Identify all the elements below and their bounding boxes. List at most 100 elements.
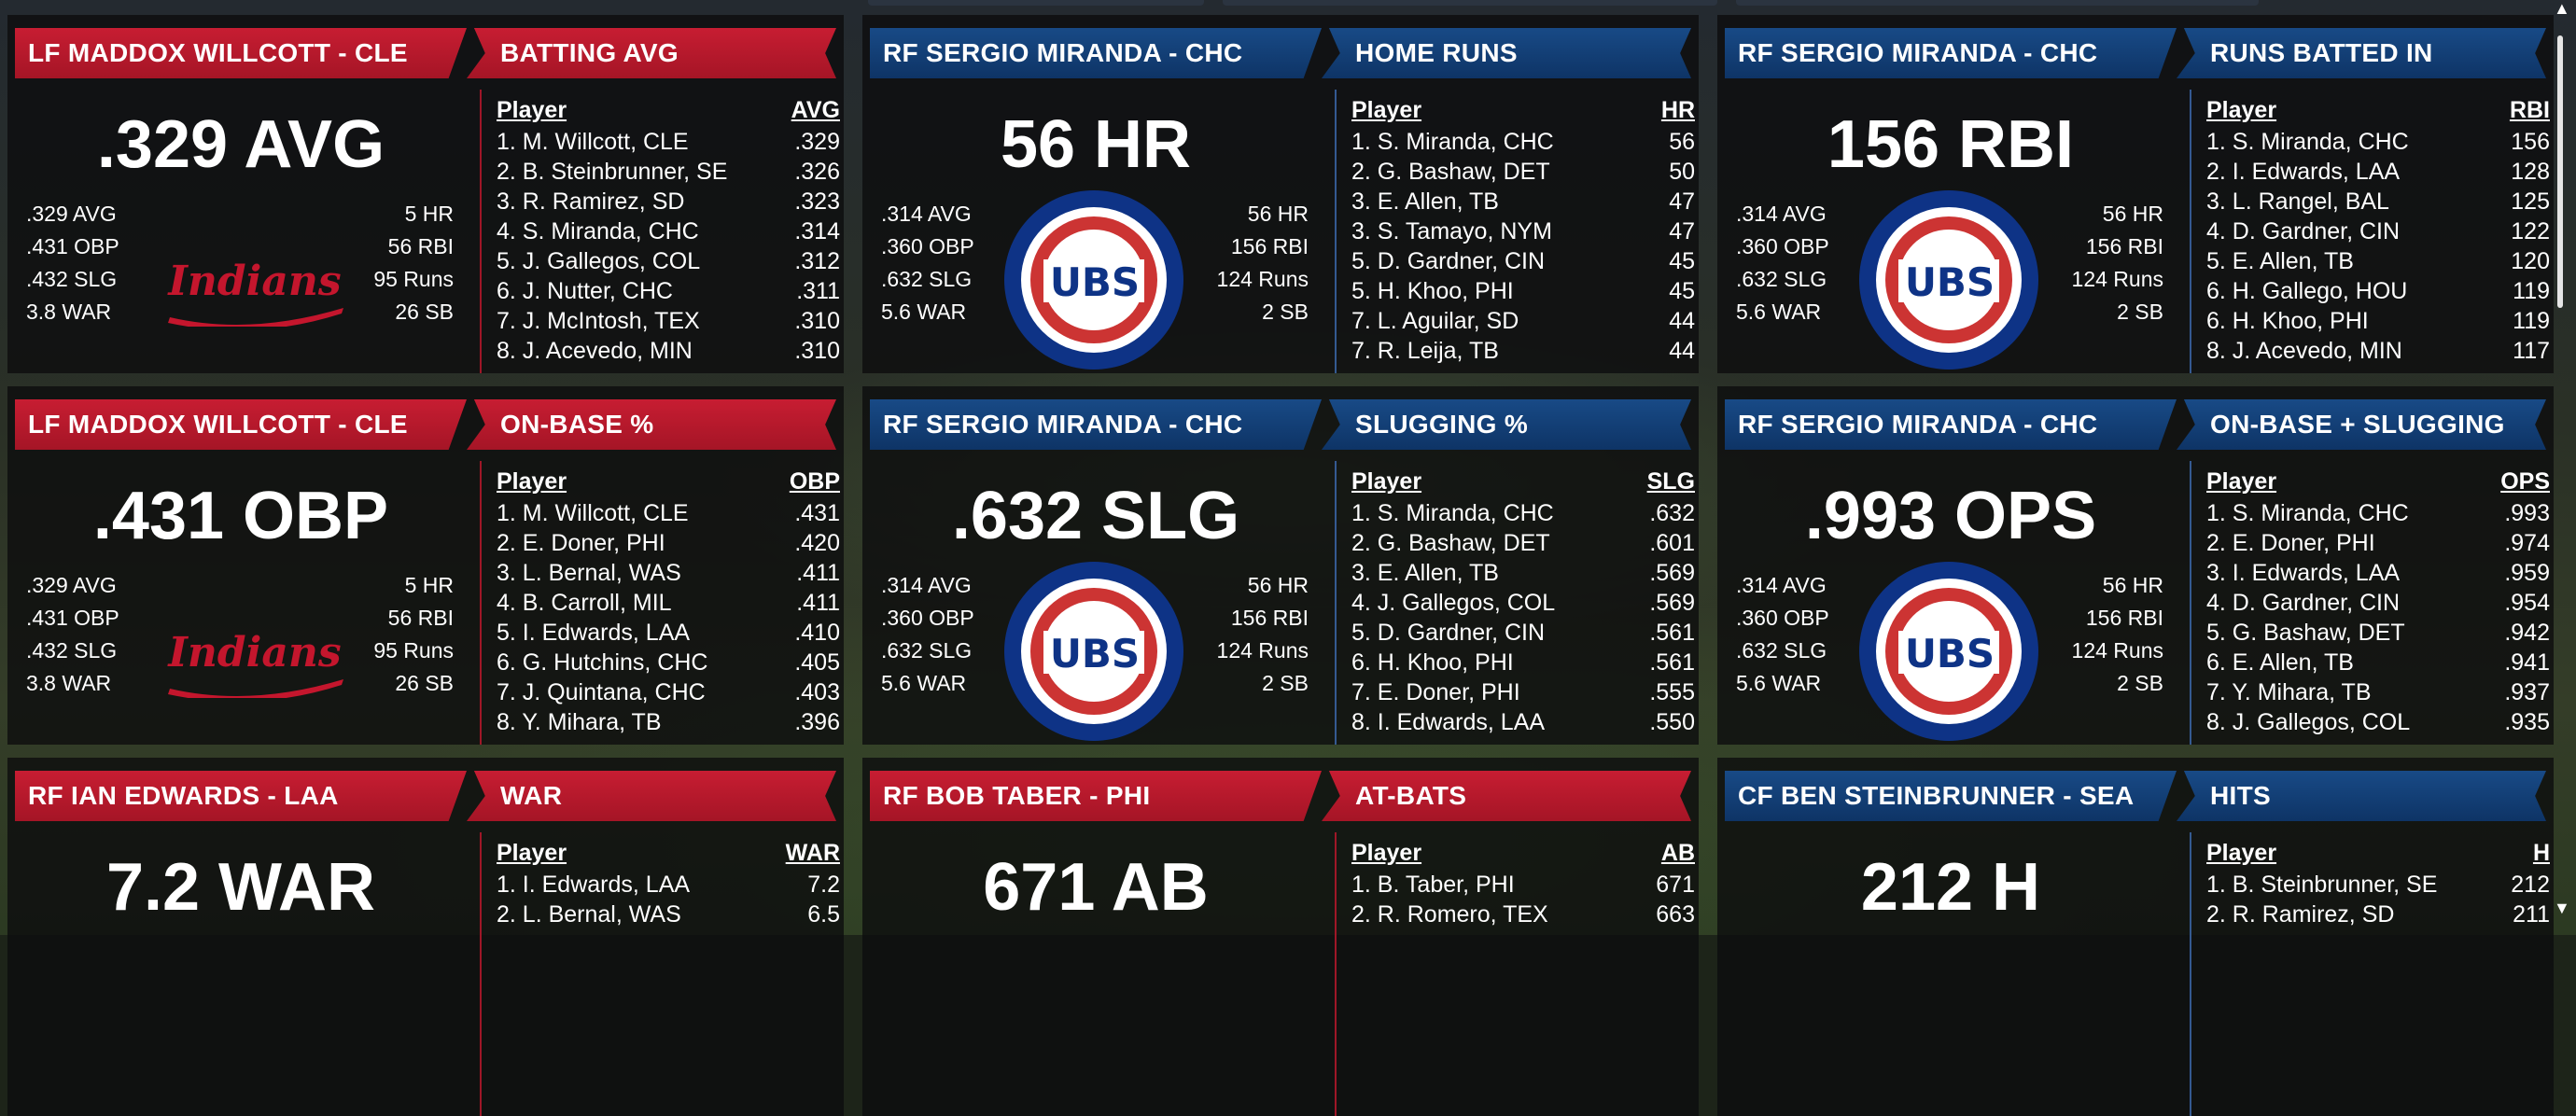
table-row[interactable]: 1. S. Miranda, CHC .632 [1351, 498, 1695, 528]
table-row[interactable]: 3. E. Allen, TB 47 [1351, 187, 1695, 216]
stat-line: 56 HR [2102, 573, 2163, 597]
leader-tile[interactable]: RF SERGIO MIRANDA - CHC SLUGGING % .632 SL… [862, 386, 1699, 745]
player-label: LF MADDOX WILLCOTT - CLE [15, 399, 467, 450]
stat-line: .632 SLG [881, 267, 973, 291]
table-row[interactable]: 2. G. Bashaw, DET .601 [1351, 528, 1695, 558]
leader-tile[interactable]: CF BEN STEINBRUNNER - SEA HITS 212 H Player… [1717, 758, 2554, 1116]
leader-tile[interactable]: RF IAN EDWARDS - LAA WAR 7.2 WAR Player WAR 1… [7, 758, 844, 1116]
column-header-stat: OPS [2500, 468, 2550, 495]
table-row[interactable]: 1. B. Taber, PHI 671 [1351, 870, 1695, 900]
column-header-player: Player [1351, 468, 1422, 495]
cubs-wordmark: UBS [1050, 259, 1140, 305]
scrollbar-thumb[interactable] [2557, 35, 2563, 308]
row-value: .550 [1649, 709, 1695, 735]
column-header-player: Player [2206, 468, 2277, 495]
row-value: 45 [1669, 248, 1695, 274]
divider [2190, 461, 2191, 745]
table-row[interactable]: 5. G. Bashaw, DET .942 [2206, 618, 2550, 648]
stat-line: 95 Runs [373, 267, 454, 291]
column-header-stat: RBI [2509, 97, 2550, 123]
table-row[interactable]: 2. G. Bashaw, DET 50 [1351, 157, 1695, 187]
row-player: 1. S. Miranda, CHC [2206, 129, 2409, 155]
stat-line: 2 SB [2117, 300, 2163, 324]
table-row[interactable]: 6. H. Khoo, PHI 119 [2206, 306, 2550, 336]
table-row[interactable]: 3. E. Allen, TB .569 [1351, 558, 1695, 588]
leader-tile[interactable]: RF BOB TABER - PHI AT-BATS 671 AB Player AB 1… [862, 758, 1699, 1116]
table-row[interactable]: 7. R. Leija, TB 44 [1351, 336, 1695, 366]
column-header-player: Player [497, 468, 567, 495]
table-row[interactable]: 1. S. Miranda, CHC 56 [1351, 127, 1695, 157]
table-row[interactable]: 7. L. Aguilar, SD 44 [1351, 306, 1695, 336]
table-row[interactable]: 7. J. McIntosh, TEX .310 [497, 306, 840, 336]
table-row[interactable]: 1. M. Willcott, CLE .431 [497, 498, 840, 528]
player-stats-right: 5 HR 56 RBI 95 Runs 26 SB [295, 198, 454, 328]
table-row[interactable]: 3. I. Edwards, LAA .959 [2206, 558, 2550, 588]
table-row[interactable]: 1. S. Miranda, CHC .993 [2206, 498, 2550, 528]
stat-line: .314 AVG [1736, 573, 1827, 597]
category-banner: WAR [467, 771, 836, 821]
row-value: .555 [1649, 679, 1695, 705]
table-row[interactable]: 1. I. Edwards, LAA 7.2 [497, 870, 840, 900]
table-row[interactable]: 8. I. Edwards, LAA .550 [1351, 707, 1695, 737]
row-value: 128 [2511, 159, 2550, 185]
table-row[interactable]: 6. H. Gallego, HOU 119 [2206, 276, 2550, 306]
table-row[interactable]: 4. J. Gallegos, COL .569 [1351, 588, 1695, 618]
table-row[interactable]: 2. E. Doner, PHI .420 [497, 528, 840, 558]
table-row[interactable]: 8. J. Acevedo, MIN .310 [497, 336, 840, 366]
row-player: 5. I. Edwards, LAA [497, 620, 691, 646]
table-row[interactable]: 1. S. Miranda, CHC 156 [2206, 127, 2550, 157]
table-row[interactable]: 1. M. Willcott, CLE .329 [497, 127, 840, 157]
leader-tile[interactable]: RF SERGIO MIRANDA - CHC ON-BASE + SLUGGIN… [1717, 386, 2554, 745]
table-row[interactable]: 6. H. Khoo, PHI .561 [1351, 648, 1695, 677]
table-row[interactable]: 6. E. Allen, TB .941 [2206, 648, 2550, 677]
table-row[interactable]: 6. J. Nutter, CHC .311 [497, 276, 840, 306]
table-row[interactable]: 3. S. Tamayo, NYM 47 [1351, 216, 1695, 246]
scroll-up-arrow[interactable]: ▲ [2554, 0, 2570, 18]
table-header: Player SLG [1351, 465, 1695, 498]
table-row[interactable]: 2. E. Doner, PHI .974 [2206, 528, 2550, 558]
table-row[interactable]: 2. L. Bernal, WAS 6.5 [497, 900, 840, 929]
leader-tile[interactable]: LF MADDOX WILLCOTT - CLE ON-BASE % .431 OB… [7, 386, 844, 745]
table-header: Player HR [1351, 93, 1695, 127]
table-row[interactable]: 5. D. Gardner, CIN 45 [1351, 246, 1695, 276]
table-row[interactable]: 2. I. Edwards, LAA 128 [2206, 157, 2550, 187]
scroll-down-arrow[interactable]: ▼ [2554, 899, 2570, 917]
row-player: 1. S. Miranda, CHC [1351, 129, 1554, 155]
table-row[interactable]: 7. Y. Mihara, TB .937 [2206, 677, 2550, 707]
category-label: HITS [2177, 771, 2546, 821]
row-value: .396 [794, 709, 840, 735]
table-row[interactable]: 2. B. Steinbrunner, SE .326 [497, 157, 840, 187]
divider [1335, 461, 1337, 745]
stat-line: 2 SB [1262, 300, 1309, 324]
table-row[interactable]: 4. B. Carroll, MIL .411 [497, 588, 840, 618]
table-row[interactable]: 5. I. Edwards, LAA .410 [497, 618, 840, 648]
table-row[interactable]: 5. E. Allen, TB 120 [2206, 246, 2550, 276]
row-value: 45 [1669, 278, 1695, 304]
table-row[interactable]: 4. D. Gardner, CIN 122 [2206, 216, 2550, 246]
leader-tile[interactable]: RF SERGIO MIRANDA - CHC HOME RUNS 56 HR .31… [862, 15, 1699, 373]
table-row[interactable]: 1. B. Steinbrunner, SE 212 [2206, 870, 2550, 900]
table-row[interactable]: 2. R. Romero, TEX 663 [1351, 900, 1695, 929]
table-row[interactable]: 3. L. Rangel, BAL 125 [2206, 187, 2550, 216]
table-row[interactable]: 4. D. Gardner, CIN .954 [2206, 588, 2550, 618]
leader-tile[interactable]: RF SERGIO MIRANDA - CHC RUNS BATTED IN 156… [1717, 15, 2554, 373]
table-row[interactable]: 3. R. Ramirez, SD .323 [497, 187, 840, 216]
table-row[interactable]: 7. J. Quintana, CHC .403 [497, 677, 840, 707]
table-row[interactable]: 4. S. Miranda, CHC .314 [497, 216, 840, 246]
leader-value: 671 AB [983, 850, 1209, 925]
table-row[interactable]: 2. R. Ramirez, SD 211 [2206, 900, 2550, 929]
table-row[interactable]: 8. Y. Mihara, TB .396 [497, 707, 840, 737]
table-row[interactable]: 7. E. Doner, PHI .555 [1351, 677, 1695, 707]
table-row[interactable]: 3. L. Bernal, WAS .411 [497, 558, 840, 588]
row-player: 7. Y. Mihara, TB [2206, 679, 2372, 705]
stat-line: .431 OBP [26, 606, 119, 630]
table-row[interactable]: 5. H. Khoo, PHI 45 [1351, 276, 1695, 306]
leader-tile[interactable]: LF MADDOX WILLCOTT - CLE BATTING AVG .329 … [7, 15, 844, 373]
table-row[interactable]: 8. J. Gallegos, COL .935 [2206, 707, 2550, 737]
table-row[interactable]: 8. J. Acevedo, MIN 117 [2206, 336, 2550, 366]
row-player: 7. R. Leija, TB [1351, 338, 1499, 364]
column-header-stat: SLG [1646, 468, 1695, 495]
table-row[interactable]: 6. G. Hutchins, CHC .405 [497, 648, 840, 677]
table-row[interactable]: 5. J. Gallegos, COL .312 [497, 246, 840, 276]
table-row[interactable]: 5. D. Gardner, CIN .561 [1351, 618, 1695, 648]
